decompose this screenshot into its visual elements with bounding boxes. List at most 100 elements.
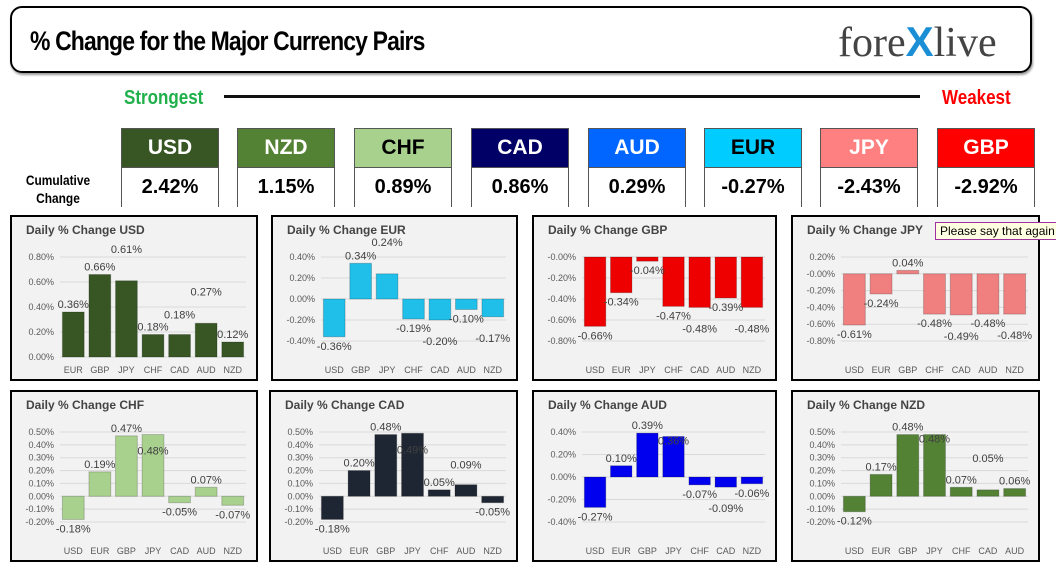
x-tick-label: CHF: [664, 365, 683, 375]
x-tick-label: JPY: [639, 365, 656, 375]
y-tick-label: -0.20%: [806, 517, 835, 527]
x-tick-label: USD: [586, 546, 606, 556]
data-label: -0.47%: [656, 310, 691, 322]
bar-usd: [320, 495, 344, 520]
data-label: -0.05%: [475, 507, 510, 519]
chart-title: Daily % Change AUD: [548, 398, 667, 412]
currency-name: USD: [122, 129, 218, 168]
chart-panel-eur: Daily % Change EUR -0.40% -0.20% 0.00% 0.20%…: [271, 215, 518, 381]
data-label: 0.36%: [658, 436, 689, 448]
x-tick-label: NZD: [1005, 365, 1024, 375]
x-tick-label: USD: [845, 546, 865, 556]
bar-gbp: [896, 269, 920, 275]
y-tick-label: 0.00%: [289, 294, 315, 304]
x-tick-label: CAD: [430, 365, 450, 375]
bar-chf: [662, 256, 685, 307]
x-tick-label: GBP: [376, 546, 395, 556]
x-tick-label: CHF: [952, 546, 971, 556]
data-label: -0.09%: [708, 503, 743, 515]
currency-name: AUD: [589, 129, 685, 168]
y-tick-label: -0.20%: [25, 517, 54, 527]
bar-jpy: [401, 432, 424, 497]
y-tick-label: 0.80%: [28, 252, 54, 262]
data-label: 0.07%: [191, 474, 222, 486]
y-tick-label: 0.00%: [550, 472, 576, 482]
x-tick-label: EUR: [90, 546, 110, 556]
data-label: -0.04%: [630, 265, 665, 277]
data-label: -0.27%: [578, 511, 613, 523]
chart-svg: -0.20% -0.10% 0.00% 0.10% 0.20% 0.30% 0.40% 0.5…: [25, 423, 250, 556]
x-tick-label: NZD: [743, 365, 762, 375]
x-tick-label: CHF: [925, 365, 944, 375]
x-tick-label: JPY: [665, 546, 682, 556]
x-tick-label: NZD: [223, 365, 242, 375]
data-label: 0.20%: [343, 458, 374, 470]
y-tick-label: -0.10%: [806, 504, 835, 514]
strength-scale-line: [224, 95, 920, 98]
bar-chf: [688, 476, 711, 486]
cumulative-value: 1.15%: [238, 168, 334, 207]
bar-eur: [61, 311, 85, 358]
y-tick-label: 0.40%: [28, 440, 54, 450]
bar-gbp: [374, 434, 398, 497]
bar-aud: [194, 486, 218, 497]
data-label: -0.05%: [162, 507, 197, 519]
chart-panel-chf: Daily % Change CHF -0.20% -0.10% 0.00% 0.10%…: [10, 390, 258, 562]
y-tick-label: -0.40%: [286, 336, 315, 346]
x-tick-label: CAD: [690, 365, 710, 375]
currency-tile-chf: CHF 0.89%: [354, 128, 452, 207]
bar-cad: [168, 334, 191, 358]
x-tick-label: AUD: [457, 365, 477, 375]
bar-eur: [869, 273, 893, 295]
x-tick-label: GBP: [351, 365, 370, 375]
x-tick-label: AUD: [978, 365, 998, 375]
y-tick-label: 0.40%: [289, 252, 315, 262]
bar-nzd: [481, 495, 505, 504]
x-tick-label: GBP: [638, 546, 657, 556]
x-tick-label: EUR: [872, 365, 892, 375]
bar-usd: [842, 273, 866, 326]
x-tick-label: NZD: [483, 546, 502, 556]
bar-jpy: [923, 434, 946, 497]
x-tick-label: EUR: [350, 546, 370, 556]
chart-panel-aud: Daily % Change AUD -0.40% -0.20% 0.00% 0.20%…: [532, 390, 777, 562]
x-tick-label: JPY: [145, 546, 162, 556]
data-label: 0.09%: [450, 460, 481, 472]
data-label: 0.61%: [111, 244, 142, 256]
x-tick-label: CAD: [170, 546, 190, 556]
data-label: -0.48%: [682, 323, 717, 335]
data-label: -0.36%: [317, 341, 352, 353]
bar-cad: [714, 476, 738, 488]
bar-chf: [427, 489, 451, 497]
x-tick-label: GBP: [898, 546, 917, 556]
bar-aud: [455, 298, 478, 310]
y-tick-label: 0.20%: [809, 252, 835, 262]
y-tick-label: -0.20%: [547, 273, 576, 283]
bar-nzd: [481, 298, 505, 318]
x-tick-label: USD: [323, 546, 343, 556]
y-tick-label: 0.00%: [287, 491, 313, 501]
x-tick-label: EUR: [872, 546, 892, 556]
x-tick-label: EUR: [64, 365, 84, 375]
bar-jpy: [115, 280, 138, 358]
bar-chf: [949, 486, 973, 497]
data-label: 0.48%: [892, 422, 923, 434]
data-label: -0.48%: [917, 318, 952, 330]
chart-panel-usd: Daily % Change USD 0.00% 0.20% 0.40% 0.60% 0.…: [10, 215, 258, 381]
chart-svg: -0.20% -0.10% 0.00% 0.10% 0.20% 0.30% 0.40% 0.5…: [806, 422, 1030, 556]
x-tick-label: AUD: [1005, 546, 1025, 556]
x-tick-label: EUR: [612, 546, 632, 556]
x-tick-label: AUD: [197, 365, 217, 375]
data-label: -0.39%: [708, 302, 743, 314]
bar-gbp: [349, 262, 372, 300]
data-label: 0.39%: [632, 420, 663, 432]
data-label: 0.34%: [345, 250, 376, 262]
x-tick-label: NZD: [223, 546, 242, 556]
bar-eur: [609, 465, 633, 478]
y-tick-label: -0.20%: [286, 315, 315, 325]
y-tick-label: 0.30%: [287, 453, 313, 463]
y-tick-label: 0.10%: [287, 478, 313, 488]
data-label: 0.47%: [111, 423, 142, 435]
data-label: -0.61%: [837, 329, 872, 341]
data-label: -0.48%: [734, 323, 769, 335]
